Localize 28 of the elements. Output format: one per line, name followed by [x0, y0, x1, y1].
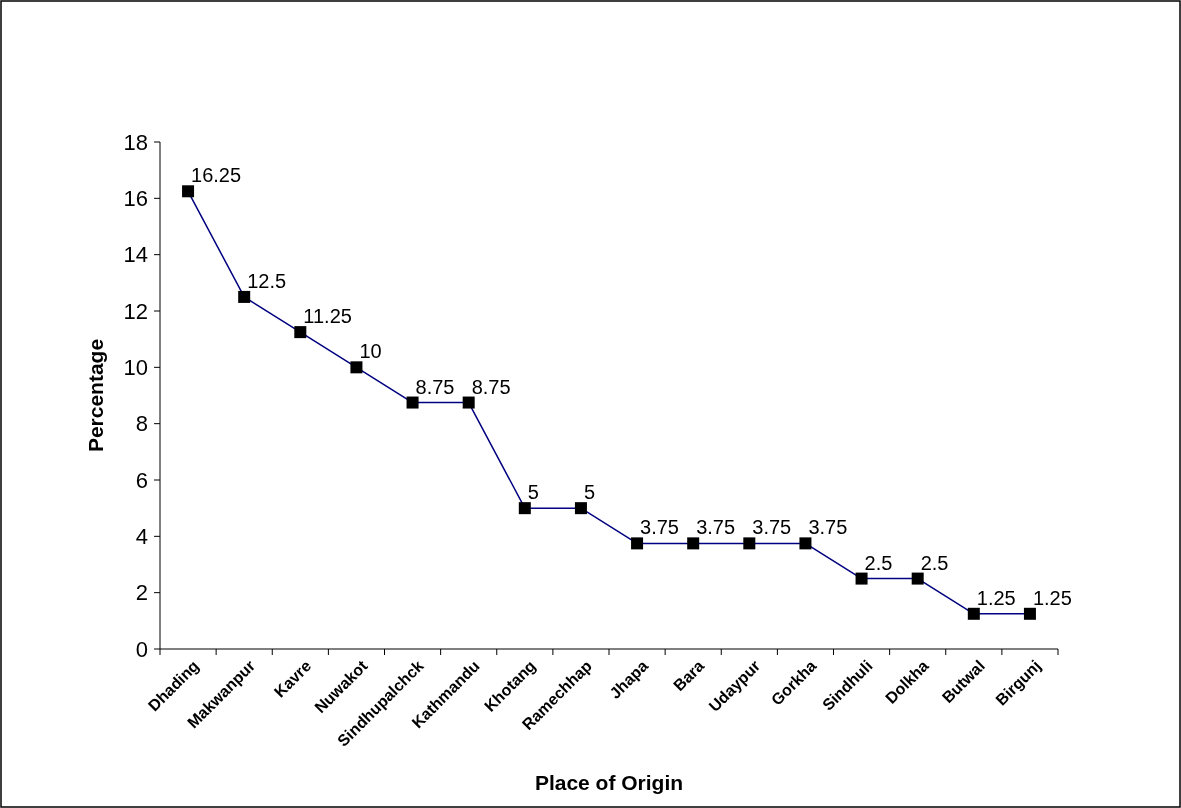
data-label: 10 — [359, 340, 382, 363]
data-label: 3.75 — [752, 516, 792, 539]
data-label: 8.75 — [471, 375, 511, 398]
y-tick-label: 12 — [123, 298, 148, 324]
data-label: 3.75 — [808, 516, 848, 539]
y-tick-label: 16 — [123, 186, 148, 212]
data-label: 5 — [583, 481, 596, 504]
y-tick-label: 8 — [135, 411, 148, 437]
data-label: 1.25 — [976, 586, 1016, 609]
y-tick-label: 14 — [123, 242, 148, 268]
y-axis-title: Percentage — [84, 338, 107, 453]
data-label: 11.25 — [303, 305, 352, 328]
data-label: 5 — [527, 481, 539, 504]
data-label: 2.5 — [920, 551, 949, 574]
y-tick-label: 0 — [135, 636, 148, 662]
data-label: 1.25 — [1032, 586, 1072, 609]
data-label: 8.75 — [415, 375, 455, 398]
data-label: 12.5 — [247, 269, 287, 292]
y-tick-label: 6 — [135, 467, 148, 493]
y-tick-label: 10 — [123, 355, 148, 381]
y-tick-label: 2 — [135, 580, 148, 606]
y-tick-label: 18 — [123, 129, 148, 155]
x-axis-title: Place of Origin — [534, 771, 684, 794]
data-label: 16.25 — [191, 164, 242, 187]
data-label: 3.75 — [696, 516, 736, 539]
data-label: 2.5 — [864, 551, 893, 574]
y-tick-label: 4 — [135, 524, 148, 550]
data-label: 3.75 — [640, 516, 679, 539]
